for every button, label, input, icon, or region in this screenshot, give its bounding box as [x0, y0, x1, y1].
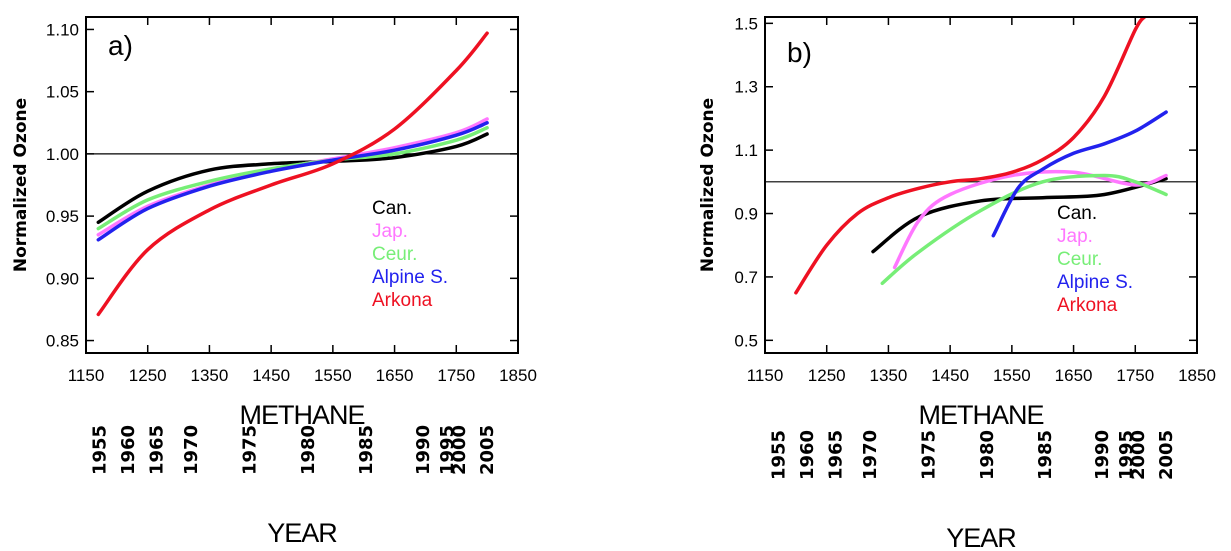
x-tick-label: 1550 [314, 366, 352, 385]
legend-entry: Alpine S. [1057, 272, 1133, 293]
series-line-alpine-s [96, 121, 489, 242]
year-tick-label: 1985 [356, 425, 377, 475]
y-tick-label: 0.85 [46, 332, 79, 351]
year-tick-label: 1990 [1092, 430, 1113, 480]
year-tick-label: 1955 [769, 430, 790, 480]
panel-label: b) [787, 37, 812, 68]
year-axis-label: YEAR [946, 523, 1016, 551]
year-tick-label: 1960 [797, 430, 818, 480]
year-tick-label: 1975 [919, 430, 940, 480]
legend-entry: Arkona [372, 290, 433, 311]
x-tick-label: 1250 [808, 366, 846, 385]
year-tick-label: 1970 [181, 425, 202, 475]
year-tick-label: 1995 [437, 425, 458, 475]
year-tick-label: 2000 [1128, 430, 1149, 480]
series-line-arkona [794, 17, 1147, 295]
legend-entry: Jap. [372, 221, 408, 242]
series-line-can [96, 132, 489, 225]
legend-entry: Ceur. [1057, 249, 1102, 270]
y-tick-label: 1.00 [46, 145, 79, 164]
legend-entry: Ceur. [372, 244, 417, 265]
x-tick-label: 1750 [1116, 366, 1154, 385]
year-axis-label: YEAR [267, 518, 337, 548]
y-tick-label: 0.7 [734, 268, 758, 287]
x-axis-label: METHANE [918, 400, 1043, 430]
y-tick-label: 0.90 [46, 269, 79, 288]
legend-entry: Can. [372, 198, 412, 219]
panel-b: 0.5 0.7 0.9 1.1 1.3 1.5 1150 1250 1350 1450 1550 16… [698, 14, 1216, 551]
y-axis-label: Normalized Ozone [698, 98, 718, 272]
year-tick-label: 1985 [1035, 430, 1056, 480]
plot-frame [85, 16, 519, 354]
year-tick-label: 1965 [146, 425, 167, 475]
y-tick-label: 1.05 [46, 83, 79, 102]
x-tick-label: 1350 [191, 366, 229, 385]
y-tick-label: 1.3 [734, 78, 758, 97]
year-tick-label: 1960 [118, 425, 139, 475]
x-tick-label: 1350 [870, 366, 908, 385]
year-tick-label: 2000 [449, 425, 470, 475]
x-tick-label: 1450 [931, 366, 969, 385]
x-tick-label: 1750 [437, 366, 475, 385]
year-tick-label: 2005 [477, 425, 498, 475]
panel-a: 0.85 0.90 0.95 1.00 1.05 1.10 1150 1250 1350 1450… [11, 16, 537, 548]
x-tick-label: 1550 [993, 366, 1031, 385]
plot-frame [764, 16, 1198, 354]
series-line-ceur [880, 173, 1168, 286]
x-tick-label: 1850 [499, 366, 537, 385]
year-tick-label: 1955 [90, 425, 111, 475]
panel-label: a) [108, 30, 133, 61]
series-line-can [871, 176, 1168, 254]
x-tick-label: 1650 [1055, 366, 1093, 385]
x-axis-label: METHANE [239, 400, 364, 430]
year-tick-label: 1980 [298, 425, 319, 475]
x-tick-label: 1450 [252, 366, 290, 385]
y-axis-label: Normalized Ozone [11, 98, 31, 272]
year-tick-label: 1980 [977, 430, 998, 480]
year-tick-label: 1990 [413, 425, 434, 475]
legend-entry: Jap. [1057, 226, 1093, 247]
y-tick-label: 1.10 [46, 20, 79, 39]
series-line-jap [892, 169, 1168, 270]
x-tick-label: 1850 [1178, 366, 1216, 385]
year-tick-label: 1970 [860, 430, 881, 480]
series-line-alpine-s [991, 110, 1168, 238]
year-tick-label: 2005 [1156, 430, 1177, 480]
x-tick-label: 1250 [129, 366, 167, 385]
y-tick-label: 0.5 [734, 331, 758, 350]
year-tick-label: 1995 [1116, 430, 1137, 480]
y-tick-label: 1.1 [734, 141, 758, 160]
y-tick-label: 0.95 [46, 207, 79, 226]
x-tick-label: 1150 [747, 366, 784, 385]
y-tick-label: 1.5 [734, 14, 758, 33]
series-line-arkona [96, 31, 489, 317]
year-tick-label: 1965 [825, 430, 846, 480]
x-tick-label: 1650 [376, 366, 414, 385]
legend-entry: Alpine S. [372, 267, 448, 288]
legend-entry: Can. [1057, 203, 1097, 224]
y-tick-label: 0.9 [734, 205, 758, 224]
legend-entry: Arkona [1057, 295, 1118, 316]
x-tick-label: 1150 [68, 366, 105, 385]
year-tick-label: 1975 [240, 425, 261, 475]
